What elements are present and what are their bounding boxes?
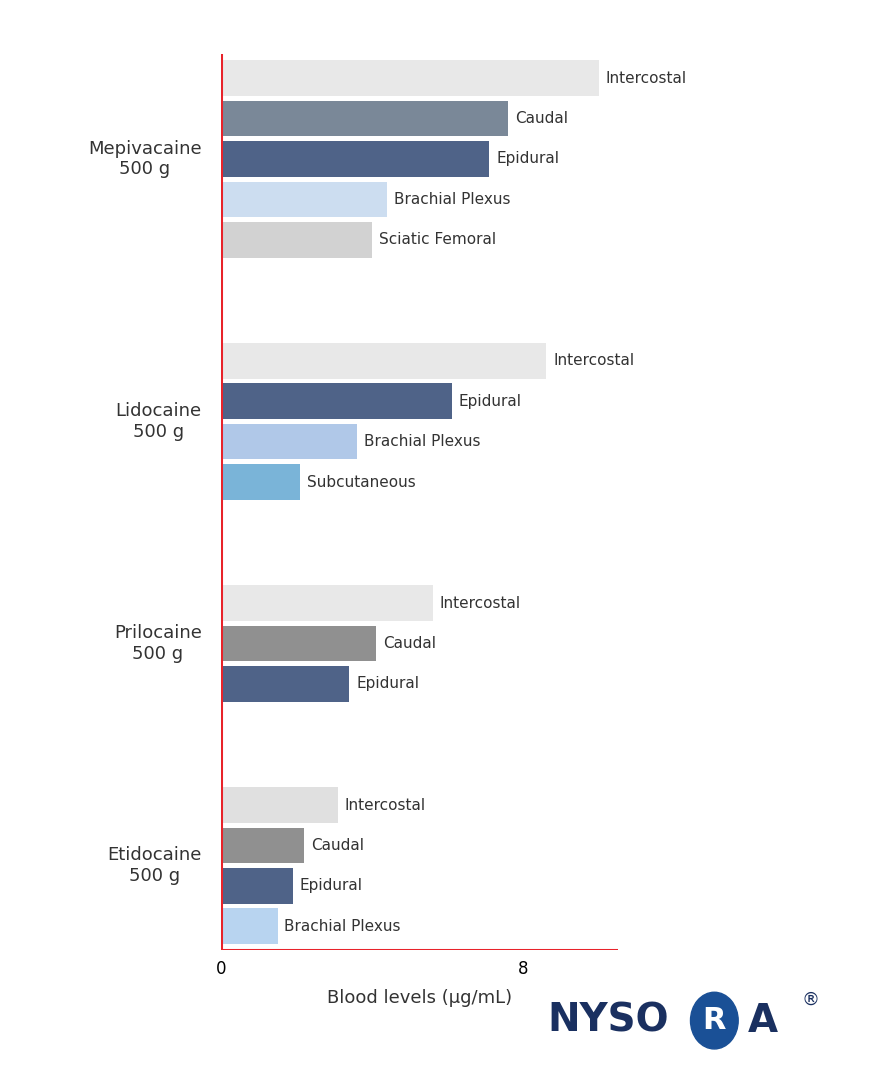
Bar	[221, 827, 304, 863]
Bar	[221, 423, 357, 459]
Bar	[221, 181, 388, 217]
Bar	[221, 464, 300, 500]
Bar	[221, 625, 376, 661]
Text: Brachial Plexus: Brachial Plexus	[284, 919, 401, 934]
Bar	[221, 60, 600, 96]
Text: Mepivacaine
500 g: Mepivacaine 500 g	[88, 139, 202, 178]
Text: Brachial Plexus: Brachial Plexus	[364, 434, 480, 449]
Text: Caudal: Caudal	[382, 636, 435, 651]
Text: Epidural: Epidural	[356, 676, 419, 691]
Text: Subcutaneous: Subcutaneous	[307, 474, 416, 489]
Bar	[221, 868, 292, 904]
X-axis label: Blood levels (μg/mL): Blood levels (μg/mL)	[327, 989, 512, 1008]
Circle shape	[691, 993, 738, 1049]
Bar	[221, 908, 277, 944]
Text: NYSO: NYSO	[547, 1001, 669, 1040]
Bar	[221, 383, 451, 419]
Bar	[221, 100, 509, 136]
Text: Caudal: Caudal	[311, 838, 364, 853]
Text: Lidocaine
500 g: Lidocaine 500 g	[116, 402, 202, 441]
Text: Epidural: Epidural	[458, 394, 521, 408]
Text: Epidural: Epidural	[299, 878, 362, 893]
Text: Intercostal: Intercostal	[345, 797, 426, 812]
Bar	[221, 787, 338, 823]
Text: Epidural: Epidural	[496, 151, 559, 166]
Text: Intercostal: Intercostal	[553, 353, 634, 368]
Text: Intercostal: Intercostal	[440, 596, 521, 610]
Bar	[221, 141, 489, 177]
Text: Prilocaine
500 g: Prilocaine 500 g	[114, 624, 202, 663]
Text: A: A	[748, 1001, 778, 1040]
Text: Intercostal: Intercostal	[606, 70, 687, 85]
Bar	[221, 222, 372, 257]
Bar	[221, 585, 433, 621]
Text: Sciatic Femoral: Sciatic Femoral	[379, 232, 496, 247]
Bar	[221, 343, 547, 379]
Bar	[221, 666, 350, 702]
Text: Etidocaine
500 g: Etidocaine 500 g	[108, 847, 202, 885]
Text: ®: ®	[802, 990, 819, 1009]
Text: Brachial Plexus: Brachial Plexus	[394, 192, 510, 207]
Text: Caudal: Caudal	[515, 111, 568, 126]
Text: R: R	[703, 1007, 726, 1035]
